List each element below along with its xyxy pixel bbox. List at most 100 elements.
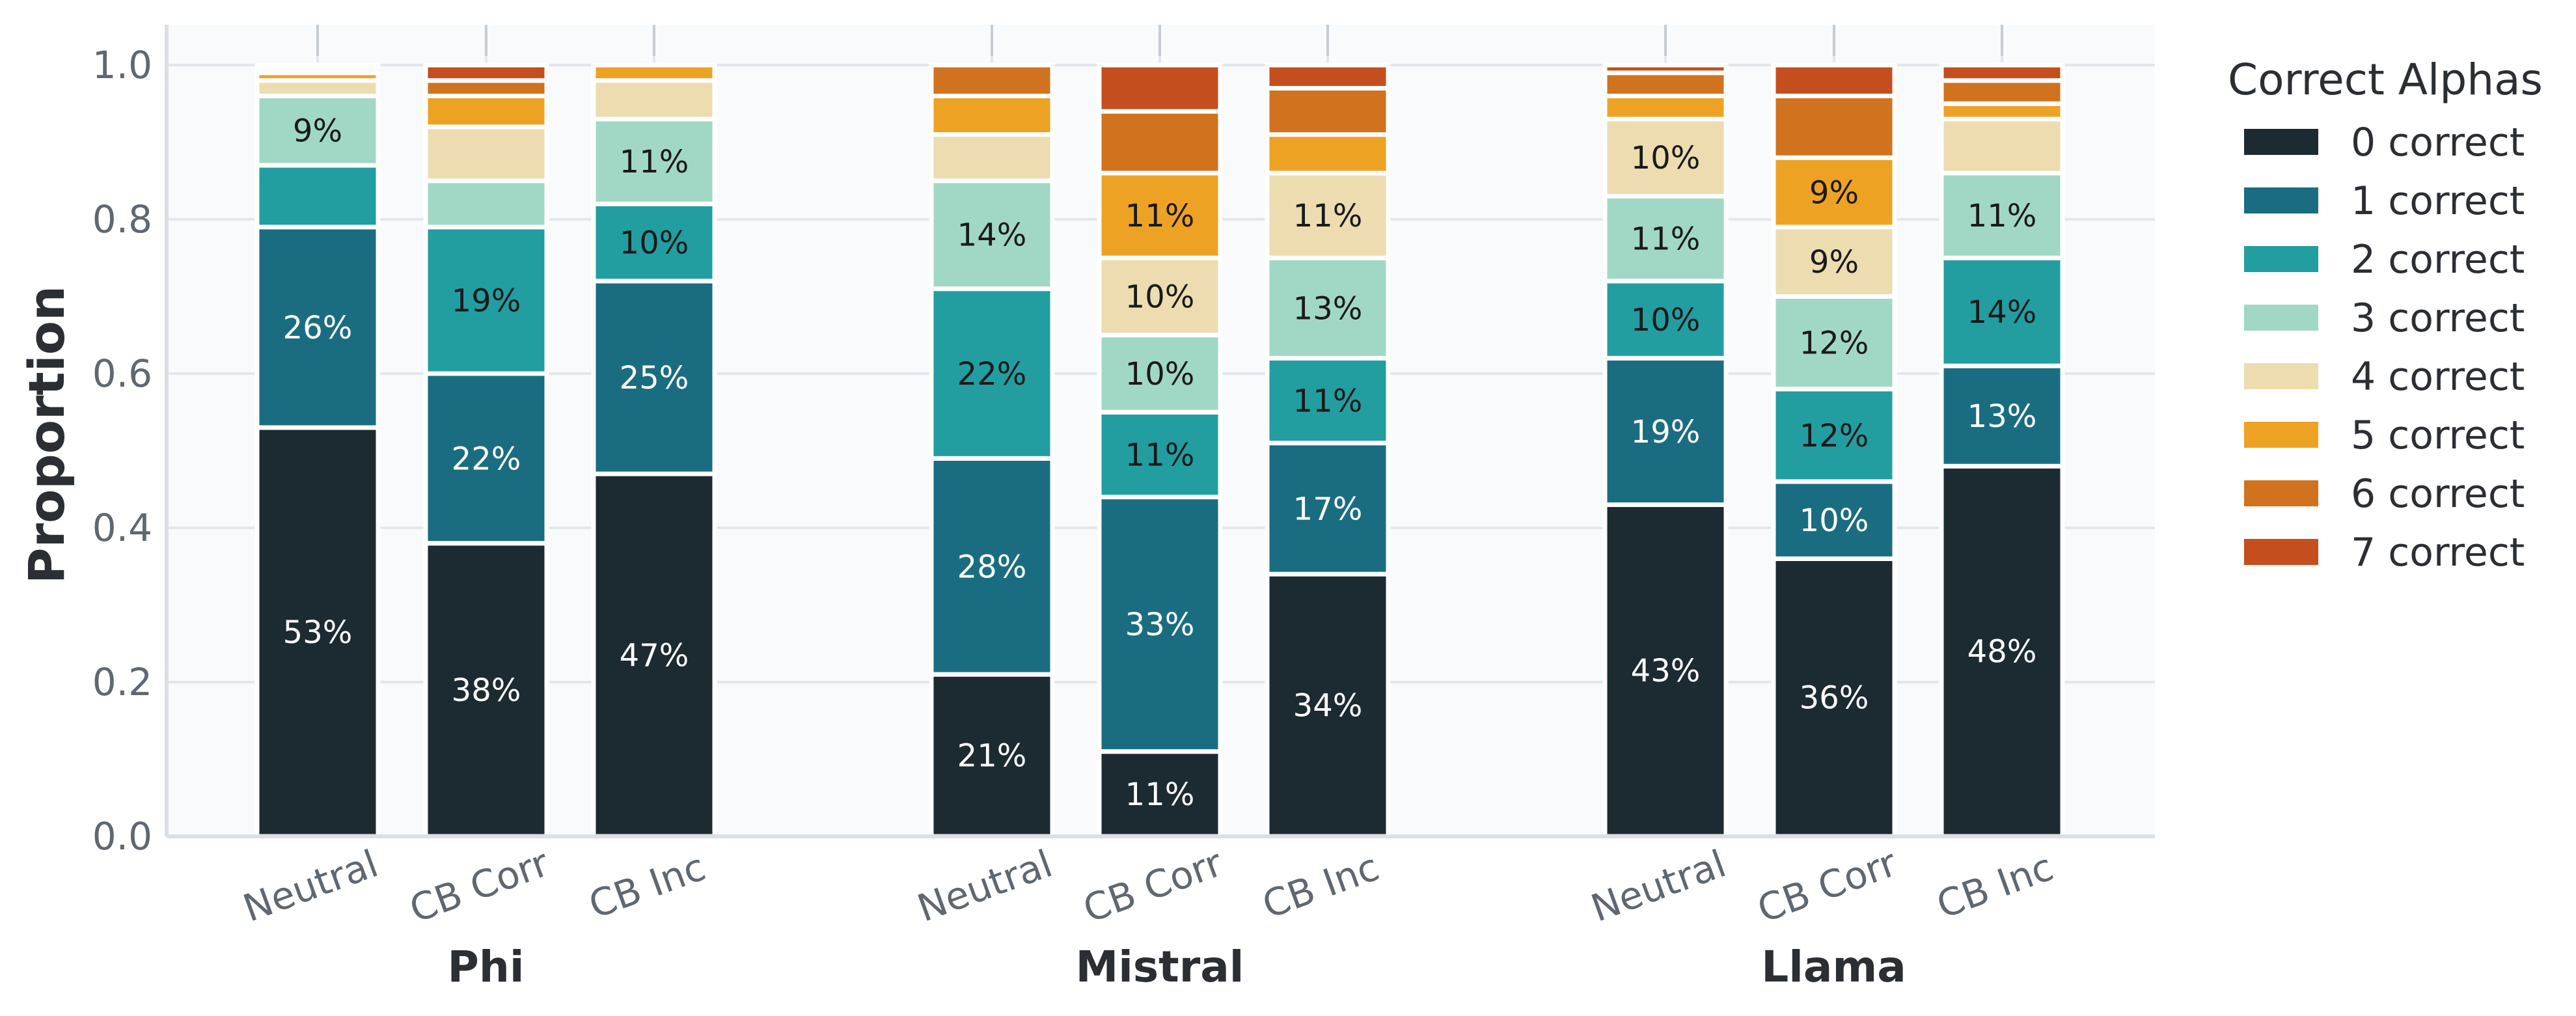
bar-segment <box>1265 62 1391 91</box>
bar-segment <box>1265 355 1391 446</box>
bar-segment <box>1939 78 2065 106</box>
bar-segment <box>1939 117 2065 176</box>
bar-data-label: 19% <box>452 282 521 319</box>
bar-segment <box>1771 225 1897 299</box>
bar-data-label: 13% <box>1967 398 2037 435</box>
legend-entry: 1 correct <box>2351 178 2525 224</box>
bar-data-label: 9% <box>1809 244 1859 281</box>
bar-data-label: 22% <box>452 441 521 477</box>
legend-swatch <box>2244 422 2318 448</box>
bar-data-label: 22% <box>957 356 1027 392</box>
group-label: Mistral <box>1076 942 1244 992</box>
legend-swatch <box>2244 305 2318 331</box>
bar-segment <box>1265 255 1391 361</box>
legend: Correct Alphas 0 correct 1 correct 2 correc… <box>2228 55 2543 575</box>
bar-segment <box>1939 463 2065 839</box>
bar-data-label: 53% <box>283 614 353 651</box>
x-tick-label: CB Inc <box>1257 845 1385 927</box>
bar-segment <box>1097 171 1223 260</box>
bar-segment <box>423 124 549 184</box>
legend-entry: 0 correct <box>2351 120 2525 165</box>
bar-segment <box>1265 441 1391 577</box>
bar-data-label: 34% <box>1293 688 1363 724</box>
bar-data-label: 12% <box>1800 325 1869 362</box>
bar-data-label: 11% <box>1967 198 2037 234</box>
legend-swatch <box>2244 129 2318 155</box>
bar-segment <box>929 456 1055 677</box>
bar-segment <box>1602 93 1729 122</box>
bar-segment <box>1097 409 1223 500</box>
bar-segment <box>254 62 381 72</box>
bar-segment <box>254 78 381 98</box>
legend-swatch <box>2244 187 2318 213</box>
bar-data-label: 10% <box>620 225 689 262</box>
bar-data-label: 11% <box>1293 383 1363 419</box>
legend-swatch <box>2244 246 2318 272</box>
bar-data-label: 10% <box>1125 279 1195 316</box>
bar-segment <box>1771 387 1897 484</box>
bar-data-label: 38% <box>452 672 521 709</box>
bar-segment <box>1771 479 1897 561</box>
bar-data-label: 48% <box>1967 634 2037 670</box>
bar-segment <box>423 93 549 130</box>
bar-data-label: 11% <box>1125 198 1195 234</box>
bar-segment <box>1097 749 1223 839</box>
bar-segment <box>1771 155 1897 230</box>
bar-data-label: 11% <box>620 144 689 180</box>
bar-data-label: 19% <box>1631 414 1701 450</box>
y-tick-label: 0.0 <box>92 814 152 858</box>
x-tick-label: CB Corr <box>1752 840 1902 931</box>
bar-segment <box>423 78 549 98</box>
bar-segment <box>1097 62 1223 114</box>
bar-data-label: 9% <box>293 113 342 150</box>
bar-data-label: 11% <box>1125 776 1195 813</box>
bar-segment <box>591 279 717 476</box>
bars-layer: 53% 26% 9% 38% 22% 19% 47% 25% 10% 11% 21% 28% 22% 14… <box>254 62 2065 839</box>
bar-data-label: 47% <box>620 638 689 674</box>
legend-swatch <box>2244 363 2318 389</box>
y-tick-label: 1.0 <box>92 43 152 87</box>
bar-data-label: 25% <box>620 360 689 396</box>
bar-data-label: 10% <box>1631 140 1701 176</box>
x-tick-label: Neutral <box>238 842 383 931</box>
bar-data-label: 26% <box>283 310 353 346</box>
bar-segment <box>1771 556 1897 839</box>
bar-segment <box>591 62 717 83</box>
bar-segment <box>1771 93 1897 160</box>
bar-segment <box>1939 171 2065 260</box>
bar-segment <box>929 62 1055 98</box>
bar-data-label: 12% <box>1800 418 1869 454</box>
x-tick-label: CB Inc <box>1931 845 2059 927</box>
x-tick-label: CB Inc <box>583 845 711 927</box>
bar-data-label: 28% <box>957 549 1027 585</box>
group-label: Llama <box>1761 942 1906 992</box>
y-tick-labels: 0.0 0.2 0.4 0.6 0.8 1.0 <box>92 43 152 858</box>
legend-entry: 2 correct <box>2351 237 2525 282</box>
bar-segment <box>423 541 549 839</box>
legend-title: Correct Alphas <box>2228 55 2543 105</box>
bar-segment <box>1939 101 2065 122</box>
legend-entry: 3 correct <box>2351 295 2525 341</box>
bar-data-label: 10% <box>1800 502 1869 539</box>
y-tick-label: 0.4 <box>92 506 152 550</box>
legend-entry: 4 correct <box>2351 354 2525 400</box>
bar-segment <box>929 93 1055 137</box>
bar-data-label: 9% <box>1809 175 1859 212</box>
bar-data-label: 10% <box>1631 302 1701 338</box>
bar-segment <box>929 672 1055 839</box>
bar-segment <box>1602 62 1729 76</box>
y-tick-label: 0.2 <box>92 660 152 704</box>
bar-data-label: 11% <box>1125 437 1195 473</box>
legend-entry: 5 correct <box>2351 413 2525 458</box>
bar-data-label: 11% <box>1293 198 1363 234</box>
bar-segment <box>1602 70 1729 98</box>
bar-data-label: 13% <box>1293 290 1363 327</box>
bar-data-label: 33% <box>1125 607 1195 643</box>
y-tick-label: 0.8 <box>92 197 152 241</box>
bar-data-label: 11% <box>1631 221 1701 258</box>
bar-data-label: 10% <box>1125 356 1195 392</box>
bar-segment <box>1097 333 1223 415</box>
legend-entry: 7 correct <box>2351 530 2525 575</box>
